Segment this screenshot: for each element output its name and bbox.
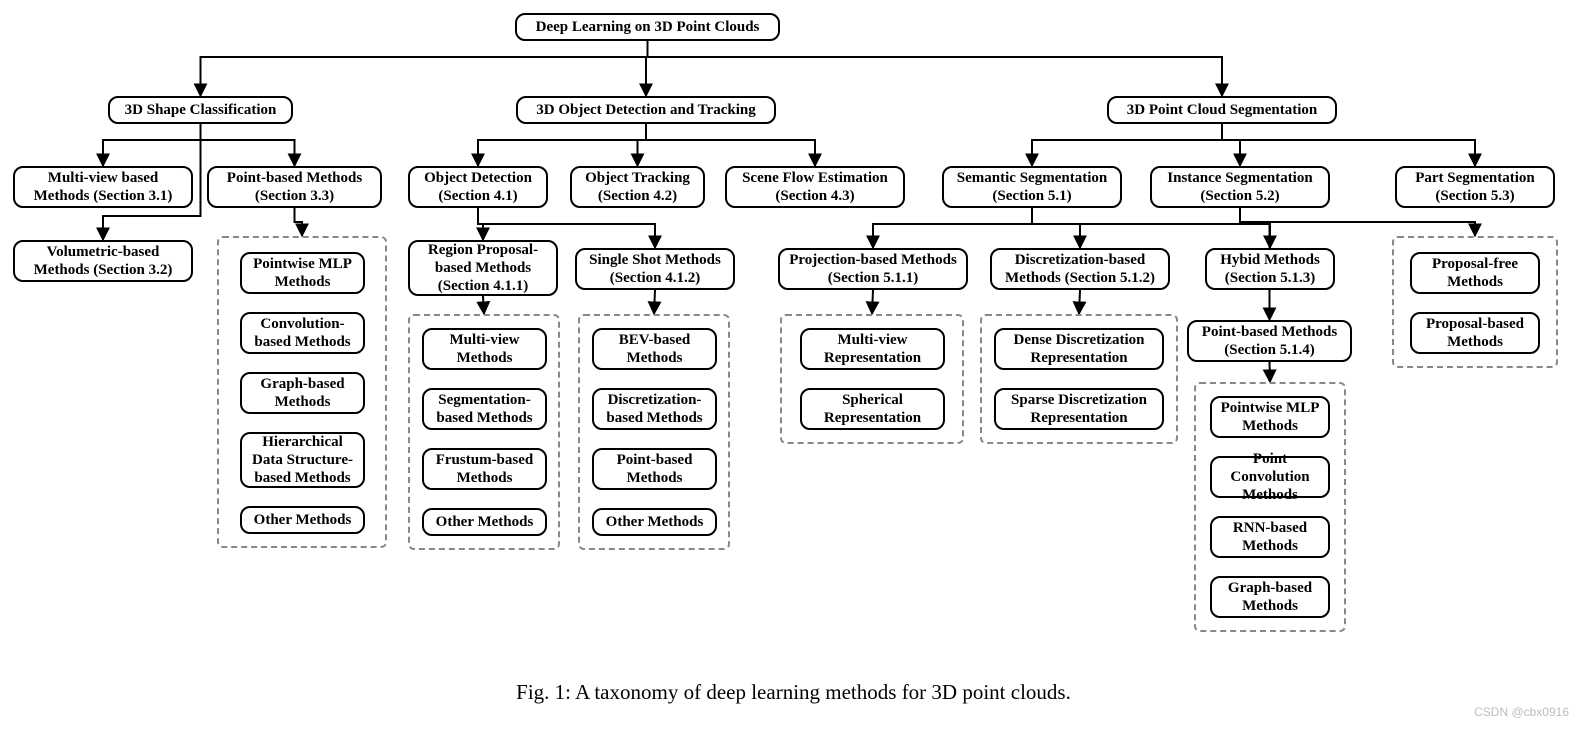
taxonomy-node: Object Detection (Section 4.1) — [408, 166, 548, 208]
taxonomy-node: 3D Point Cloud Segmentation — [1107, 96, 1337, 124]
taxonomy-node: Segmentation-based Methods — [422, 388, 547, 430]
taxonomy-node: Other Methods — [592, 508, 717, 536]
taxonomy-node: Object Tracking (Section 4.2) — [570, 166, 705, 208]
taxonomy-node: Pointwise MLP Methods — [1210, 396, 1330, 438]
taxonomy-node: Region Proposal-based Methods (Section 4… — [408, 240, 558, 296]
taxonomy-node: Volumetric-based Methods (Section 3.2) — [13, 240, 193, 282]
taxonomy-node: Multi-view based Methods (Section 3.1) — [13, 166, 193, 208]
taxonomy-node: Proposal-free Methods — [1410, 252, 1540, 294]
taxonomy-node: Proposal-based Methods — [1410, 312, 1540, 354]
taxonomy-node: Semantic Segmentation (Section 5.1) — [942, 166, 1122, 208]
taxonomy-node: 3D Object Detection and Tracking — [516, 96, 776, 124]
taxonomy-node: Convolution-based Methods — [240, 312, 365, 354]
taxonomy-node: Frustum-based Methods — [422, 448, 547, 490]
figure-caption: Fig. 1: A taxonomy of deep learning meth… — [320, 680, 1267, 705]
taxonomy-node: Point-based Methods (Section 3.3) — [207, 166, 382, 208]
taxonomy-node: BEV-based Methods — [592, 328, 717, 370]
taxonomy-node: Deep Learning on 3D Point Clouds — [515, 13, 780, 41]
taxonomy-node: Point Convolution Methods — [1210, 456, 1330, 498]
taxonomy-node: Dense Discretization Representation — [994, 328, 1164, 370]
taxonomy-node: Other Methods — [422, 508, 547, 536]
taxonomy-node: Projection-based Methods (Section 5.1.1) — [778, 248, 968, 290]
taxonomy-node: Graph-based Methods — [240, 372, 365, 414]
taxonomy-node: Sparse Discretization Representation — [994, 388, 1164, 430]
taxonomy-node: Graph-based Methods — [1210, 576, 1330, 618]
taxonomy-node: Discretization-based Methods — [592, 388, 717, 430]
taxonomy-node: Multi-view Representation — [800, 328, 945, 370]
taxonomy-node: RNN-based Methods — [1210, 516, 1330, 558]
taxonomy-node: Other Methods — [240, 506, 365, 534]
taxonomy-node: Hybid Methods (Section 5.1.3) — [1205, 248, 1335, 290]
taxonomy-node: Spherical Representation — [800, 388, 945, 430]
taxonomy-node: Part Segmentation (Section 5.3) — [1395, 166, 1555, 208]
taxonomy-node: 3D Shape Classification — [108, 96, 293, 124]
taxonomy-node: Discretization-based Methods (Section 5.… — [990, 248, 1170, 290]
taxonomy-node: Instance Segmentation (Section 5.2) — [1150, 166, 1330, 208]
taxonomy-node: Scene Flow Estimation (Section 4.3) — [725, 166, 905, 208]
taxonomy-node: Point-based Methods — [592, 448, 717, 490]
watermark: CSDN @cbx0916 — [1474, 705, 1569, 719]
taxonomy-node: Multi-view Methods — [422, 328, 547, 370]
taxonomy-node: Single Shot Methods (Section 4.1.2) — [575, 248, 735, 290]
taxonomy-node: Hierarchical Data Structure-based Method… — [240, 432, 365, 488]
taxonomy-node: Point-based Methods (Section 5.1.4) — [1187, 320, 1352, 362]
taxonomy-node: Pointwise MLP Methods — [240, 252, 365, 294]
